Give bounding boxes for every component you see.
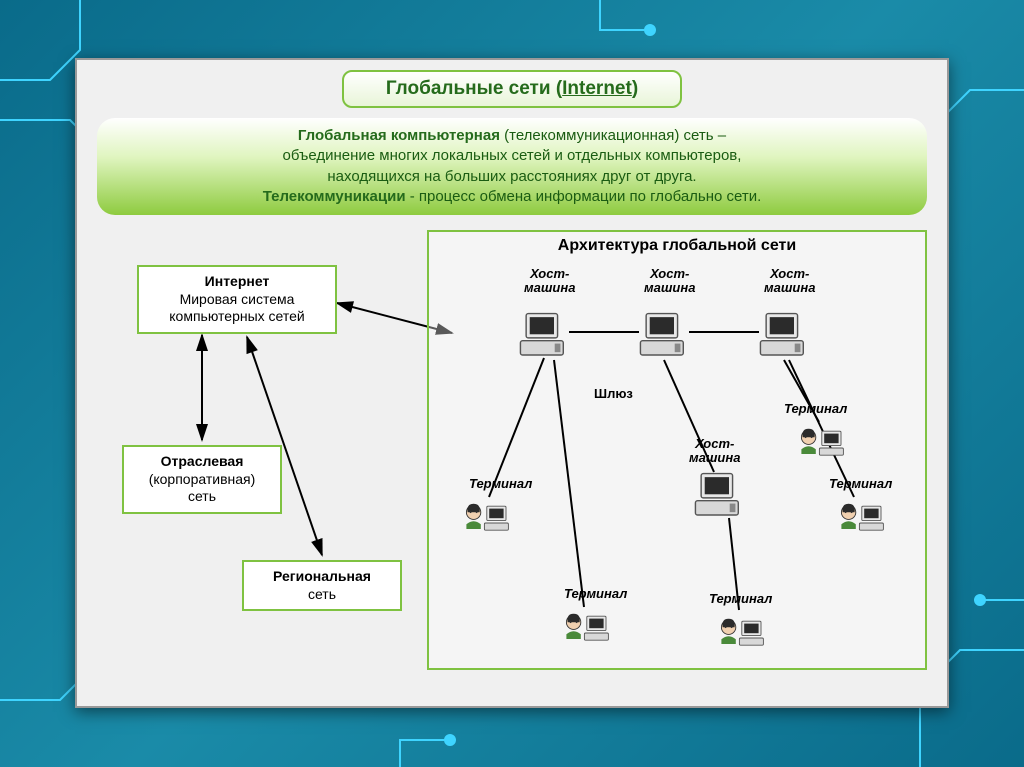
arch-lines [429, 232, 929, 672]
terminal-label-4: Терминал [829, 477, 892, 491]
terminal-label-3: Терминал [784, 402, 847, 416]
host-label-2: Хост- машина [764, 267, 815, 296]
arch-title: Архитектура глобальной сети [429, 237, 925, 255]
terminal-label-1: Терминал [564, 587, 627, 601]
terminal-icon [464, 497, 512, 537]
title-suffix: ) [632, 78, 638, 99]
host-label-0: Хост- машина [524, 267, 575, 296]
terminal-icon [799, 422, 847, 462]
def-l3: находящихся на больших расстояниях друг … [327, 168, 696, 185]
terminal-icon [839, 497, 887, 537]
host-computer-icon [694, 472, 744, 518]
terminal-icon [564, 607, 612, 647]
terminal-icon [719, 612, 767, 652]
host-computer-icon [519, 312, 569, 358]
slide-content: Глобальные сети (Internet) Глобальная ко… [75, 58, 949, 708]
def-l1b: Глобальная компьютерная [298, 127, 500, 144]
def-l4b: Телекоммуникации [263, 188, 406, 205]
gateway-label: Шлюз [594, 387, 633, 401]
host-computer-icon [759, 312, 809, 358]
host-label-3: Хост- машина [689, 437, 740, 466]
box-regional: Региональнаясеть [242, 560, 402, 611]
diagram-area: Архитектура глобальной сети Хост- машина… [97, 225, 927, 685]
def-l2: объединение многих локальных сетей и отд… [283, 147, 742, 164]
def-l4: - процесс обмена информации по глобально… [406, 188, 762, 205]
title-prefix: Глобальные сети ( [386, 78, 562, 99]
def-l1: (телекоммуникационная) сеть – [500, 127, 726, 144]
box-internet: ИнтернетМировая системакомпьютерных сете… [137, 265, 337, 334]
terminal-label-2: Терминал [709, 592, 772, 606]
box-industry: Отраслевая(корпоративная)сеть [122, 445, 282, 514]
host-label-1: Хост- машина [644, 267, 695, 296]
slide-title: Глобальные сети (Internet) [342, 70, 682, 108]
terminal-label-0: Терминал [469, 477, 532, 491]
host-computer-icon [639, 312, 689, 358]
architecture-panel: Архитектура глобальной сети Хост- машина… [427, 230, 927, 670]
title-link[interactable]: Internet [562, 78, 632, 99]
definition-box: Глобальная компьютерная (телекоммуникаци… [97, 118, 927, 215]
